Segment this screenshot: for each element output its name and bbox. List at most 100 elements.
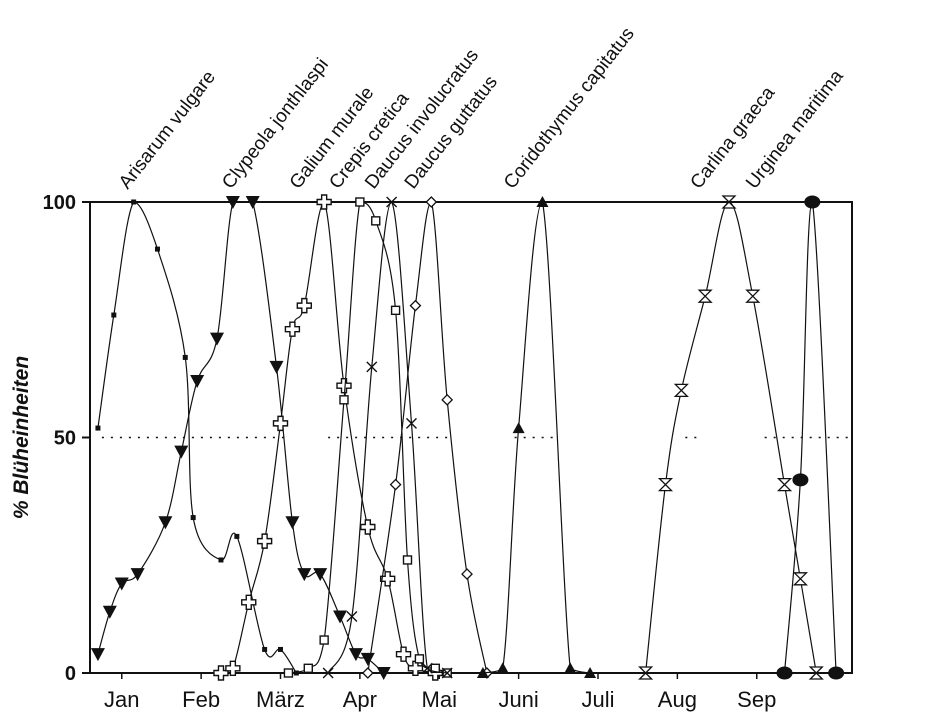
data-point bbox=[297, 568, 312, 582]
series-line bbox=[97, 201, 297, 674]
series-arisarum-vulgare bbox=[95, 199, 299, 676]
data-point bbox=[225, 196, 240, 209]
series-coridothymus-capitatus bbox=[476, 196, 597, 678]
x-tick-label: Apr bbox=[343, 687, 377, 712]
data-point bbox=[190, 374, 205, 388]
data-point bbox=[407, 660, 424, 676]
data-point bbox=[154, 246, 160, 252]
data-point bbox=[283, 668, 294, 678]
series-line bbox=[288, 201, 448, 674]
x-tick-label: Aug bbox=[658, 687, 697, 712]
data-point bbox=[461, 568, 473, 581]
y-axis-title: % Blüheinheiten bbox=[10, 356, 33, 519]
data-point bbox=[808, 666, 824, 680]
series-galium-murale bbox=[213, 194, 443, 681]
data-point bbox=[409, 299, 422, 312]
series-label: Coridothymus capitatus bbox=[500, 24, 639, 193]
data-point bbox=[130, 568, 145, 582]
x-tick-label: Sep bbox=[737, 687, 776, 712]
data-point bbox=[111, 312, 117, 318]
data-point bbox=[303, 663, 313, 673]
data-point bbox=[386, 196, 398, 208]
data-point bbox=[114, 577, 129, 591]
x-tick-label: Mai bbox=[422, 687, 457, 712]
data-point bbox=[284, 321, 301, 337]
data-point bbox=[376, 667, 391, 680]
data-point bbox=[316, 194, 332, 210]
data-point bbox=[210, 332, 224, 346]
y-tick-label: 50 bbox=[54, 428, 76, 450]
data-point bbox=[792, 572, 808, 586]
data-point bbox=[361, 667, 374, 679]
data-point bbox=[776, 477, 793, 492]
data-point bbox=[158, 516, 173, 530]
data-point bbox=[441, 667, 453, 679]
series-label: Urginea maritima bbox=[742, 66, 848, 193]
series-line bbox=[783, 201, 837, 674]
data-point bbox=[536, 196, 549, 207]
data-point bbox=[339, 395, 349, 405]
data-point bbox=[366, 361, 378, 373]
data-point bbox=[828, 666, 845, 680]
data-point bbox=[319, 635, 329, 645]
data-point bbox=[234, 533, 240, 539]
data-point bbox=[673, 383, 689, 398]
data-point bbox=[95, 425, 101, 431]
data-point bbox=[245, 196, 260, 209]
series-line bbox=[482, 201, 591, 674]
data-point bbox=[278, 646, 283, 652]
data-point bbox=[405, 417, 417, 429]
data-point bbox=[348, 648, 363, 662]
data-point bbox=[402, 555, 413, 565]
data-point bbox=[322, 667, 334, 679]
data-point bbox=[285, 516, 300, 530]
data-point bbox=[256, 533, 273, 549]
data-point bbox=[430, 663, 440, 673]
x-tick-label: Feb bbox=[182, 687, 220, 712]
data-point bbox=[389, 478, 402, 491]
x-tick-label: Juni bbox=[498, 687, 538, 712]
data-point bbox=[395, 646, 412, 662]
data-point bbox=[218, 557, 224, 563]
data-point bbox=[269, 360, 284, 374]
data-point bbox=[697, 289, 713, 303]
data-point bbox=[313, 568, 328, 582]
data-point bbox=[241, 594, 257, 611]
series-crepis-cretica bbox=[283, 197, 452, 678]
x-tick-label: März bbox=[256, 687, 305, 712]
data-point bbox=[360, 519, 376, 535]
data-point bbox=[441, 393, 454, 406]
data-point bbox=[360, 652, 375, 666]
series-urginea-maritima bbox=[776, 195, 845, 680]
y-tick-label: 100 bbox=[43, 192, 76, 214]
data-point bbox=[90, 648, 105, 662]
plot-frame bbox=[89, 201, 853, 674]
data-point bbox=[657, 477, 674, 492]
series-line bbox=[327, 201, 448, 674]
data-point bbox=[776, 666, 793, 680]
data-point bbox=[379, 571, 396, 587]
data-point bbox=[131, 199, 137, 205]
data-point bbox=[336, 377, 352, 394]
data-point bbox=[425, 196, 438, 208]
series-line bbox=[220, 201, 436, 674]
series-daucus-guttatus bbox=[361, 196, 493, 679]
data-point bbox=[355, 197, 365, 207]
data-point bbox=[721, 195, 737, 209]
data-point bbox=[333, 610, 348, 624]
data-point bbox=[371, 216, 381, 226]
data-point bbox=[792, 473, 809, 487]
data-point bbox=[564, 662, 577, 674]
series-label: Arisarum vulgare bbox=[115, 67, 220, 193]
data-point bbox=[512, 422, 525, 434]
series-clypeola-jonthlaspi bbox=[90, 196, 391, 680]
data-point bbox=[421, 662, 433, 674]
data-point bbox=[584, 667, 597, 678]
data-point bbox=[496, 662, 509, 674]
series-carlina-graeca bbox=[638, 195, 824, 680]
data-point bbox=[272, 415, 289, 432]
data-point bbox=[182, 354, 188, 360]
data-point bbox=[225, 660, 241, 676]
